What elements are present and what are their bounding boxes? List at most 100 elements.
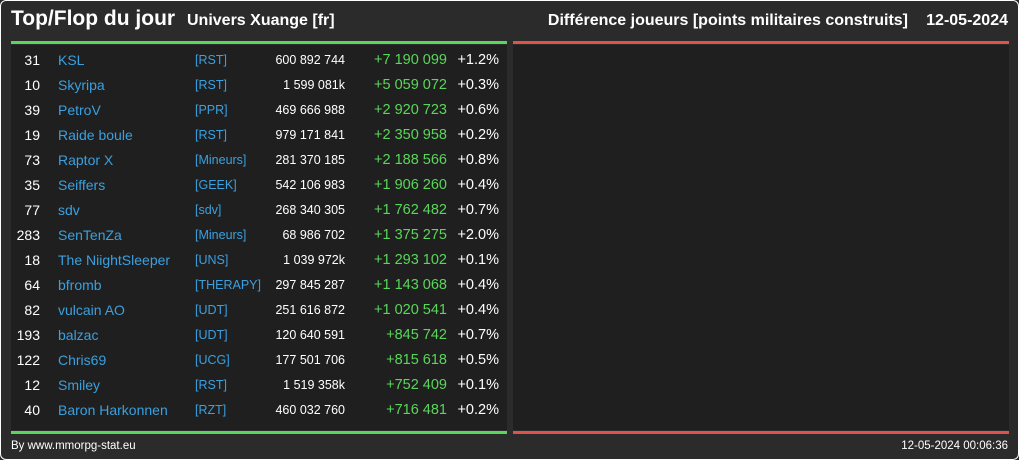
player-points: 600 892 744 xyxy=(275,53,345,67)
player-points: 460 032 760 xyxy=(275,403,345,417)
player-name-link[interactable]: balzac xyxy=(58,327,99,343)
player-points: 68 986 702 xyxy=(282,228,345,242)
points-difference: +1 293 102 xyxy=(374,252,447,268)
alliance-tag-link[interactable]: [UCG] xyxy=(195,353,230,367)
player-rank: 12 xyxy=(24,377,40,393)
player-name-link[interactable]: Baron Harkonnen xyxy=(58,402,168,418)
percent-change: +0.7% xyxy=(457,327,499,343)
points-difference: +752 409 xyxy=(386,377,447,393)
player-name-link[interactable]: KSL xyxy=(58,52,85,68)
alliance-tag-link[interactable]: [THERAPY] xyxy=(195,278,261,292)
player-points: 1 519 358k xyxy=(283,378,345,392)
player-name-link[interactable]: The NiightSleeper xyxy=(58,252,171,268)
percent-change: +0.2% xyxy=(457,127,499,143)
table-row: 19 Raide boule [RST] 979 171 841 +2 350 958 +… xyxy=(11,123,507,148)
table-row: 40 Baron Harkonnen [RZT] 460 032 760 +716 48… xyxy=(11,398,507,423)
alliance-tag-link[interactable]: [PPR] xyxy=(195,103,228,117)
alliance-tag-link[interactable]: [RZT] xyxy=(195,403,227,417)
player-name-link[interactable]: Chris69 xyxy=(58,352,107,368)
points-difference: +1 906 260 xyxy=(374,177,447,193)
top-players-panel: 31 KSL [RST] 600 892 744 +7 190 099 +1.2% 10 Sk… xyxy=(11,45,507,430)
player-points: 281 370 185 xyxy=(275,153,345,167)
player-points: 120 640 591 xyxy=(275,328,345,342)
player-points: 979 171 841 xyxy=(275,128,345,142)
table-row: 193 balzac [UDT] 120 640 591 +845 742 +0.7% xyxy=(11,323,507,348)
player-name-link[interactable]: Raptor X xyxy=(58,152,114,168)
points-difference: +7 190 099 xyxy=(374,52,447,68)
percent-change: +0.1% xyxy=(457,252,499,268)
points-difference: +1 020 541 xyxy=(374,302,447,318)
player-rank: 19 xyxy=(24,127,40,143)
player-rank: 10 xyxy=(24,77,40,93)
alliance-tag-link[interactable]: [GEEK] xyxy=(195,178,237,192)
points-difference: +1 375 275 xyxy=(374,227,447,243)
player-points: 1 599 081k xyxy=(283,78,345,92)
player-points: 177 501 706 xyxy=(275,353,345,367)
bottom-divider-green xyxy=(11,431,507,434)
player-name-link[interactable]: sdv xyxy=(58,202,80,218)
percent-change: +0.7% xyxy=(457,202,499,218)
alliance-tag-link[interactable]: [RST] xyxy=(195,128,227,142)
source-credit: By www.mmorpg-stat.eu xyxy=(11,440,136,452)
player-name-link[interactable]: Skyripa xyxy=(58,77,105,93)
points-difference: +5 059 072 xyxy=(374,77,447,93)
bottom-divider-red xyxy=(513,431,1009,434)
player-name-link[interactable]: Seiffers xyxy=(58,177,106,193)
alliance-tag-link[interactable]: [RST] xyxy=(195,53,227,67)
percent-change: +0.2% xyxy=(457,402,499,418)
table-row: 73 Raptor X [Mineurs] 281 370 185 +2 188 566… xyxy=(11,148,507,173)
player-name-link[interactable]: vulcain AO xyxy=(58,302,125,318)
universe-label: Univers Xuange [fr] xyxy=(187,12,335,29)
alliance-tag-link[interactable]: [sdv] xyxy=(195,203,222,217)
alliance-tag-link[interactable]: [RST] xyxy=(195,78,227,92)
player-rank: 39 xyxy=(24,102,40,118)
points-difference: +716 481 xyxy=(386,402,447,418)
percent-change: +0.1% xyxy=(457,377,499,393)
player-rank: 40 xyxy=(24,402,40,418)
player-name-link[interactable]: Smiley xyxy=(58,377,101,393)
points-difference: +1 762 482 xyxy=(374,202,447,218)
alliance-tag-link[interactable]: [Mineurs] xyxy=(195,228,247,242)
player-rank: 31 xyxy=(24,52,40,68)
percent-change: +2.0% xyxy=(457,227,499,243)
points-difference: +815 618 xyxy=(386,352,447,368)
points-difference: +1 143 068 xyxy=(374,277,447,293)
player-points: 268 340 305 xyxy=(275,203,345,217)
table-row: 122 Chris69 [UCG] 177 501 706 +815 618 +0.5% xyxy=(11,348,507,373)
player-rank: 122 xyxy=(16,352,40,368)
table-row: 283 SenTenZa [Mineurs] 68 986 702 +1 375 275… xyxy=(11,223,507,248)
player-rank: 193 xyxy=(16,327,40,343)
percent-change: +0.6% xyxy=(457,102,499,118)
player-points: 297 845 287 xyxy=(275,278,345,292)
widget-title: Top/Flop du jour xyxy=(11,7,176,30)
player-rank: 35 xyxy=(24,177,40,193)
player-name-link[interactable]: Raide boule xyxy=(58,127,133,143)
table-row: 64 bfromb [THERAPY] 297 845 287 +1 143 068 +0… xyxy=(11,273,507,298)
player-points: 251 616 872 xyxy=(275,303,345,317)
alliance-tag-link[interactable]: [Mineurs] xyxy=(195,153,247,167)
player-name-link[interactable]: SenTenZa xyxy=(58,227,122,243)
alliance-tag-link[interactable]: [UDT] xyxy=(195,328,228,342)
percent-change: +0.4% xyxy=(457,302,499,318)
top-divider-red xyxy=(513,41,1009,44)
date-label: 12-05-2024 xyxy=(926,12,1008,29)
player-points: 542 106 983 xyxy=(275,178,345,192)
points-difference: +2 188 566 xyxy=(374,152,447,168)
percent-change: +1.2% xyxy=(457,52,499,68)
percent-change: +0.5% xyxy=(457,352,499,368)
table-row: 82 vulcain AO [UDT] 251 616 872 +1 020 541 +0… xyxy=(11,298,507,323)
player-rank: 73 xyxy=(24,152,40,168)
alliance-tag-link[interactable]: [UNS] xyxy=(195,253,229,267)
percent-change: +0.4% xyxy=(457,177,499,193)
points-difference: +2 350 958 xyxy=(374,127,447,143)
player-points: 1 039 972k xyxy=(283,253,345,267)
points-difference: +845 742 xyxy=(386,327,447,343)
alliance-tag-link[interactable]: [RST] xyxy=(195,378,227,392)
player-rank: 77 xyxy=(24,202,40,218)
player-rank: 18 xyxy=(24,252,40,268)
player-name-link[interactable]: bfromb xyxy=(58,277,102,293)
flop-players-panel xyxy=(513,45,1009,430)
alliance-tag-link[interactable]: [UDT] xyxy=(195,303,228,317)
player-name-link[interactable]: PetroV xyxy=(58,102,101,118)
